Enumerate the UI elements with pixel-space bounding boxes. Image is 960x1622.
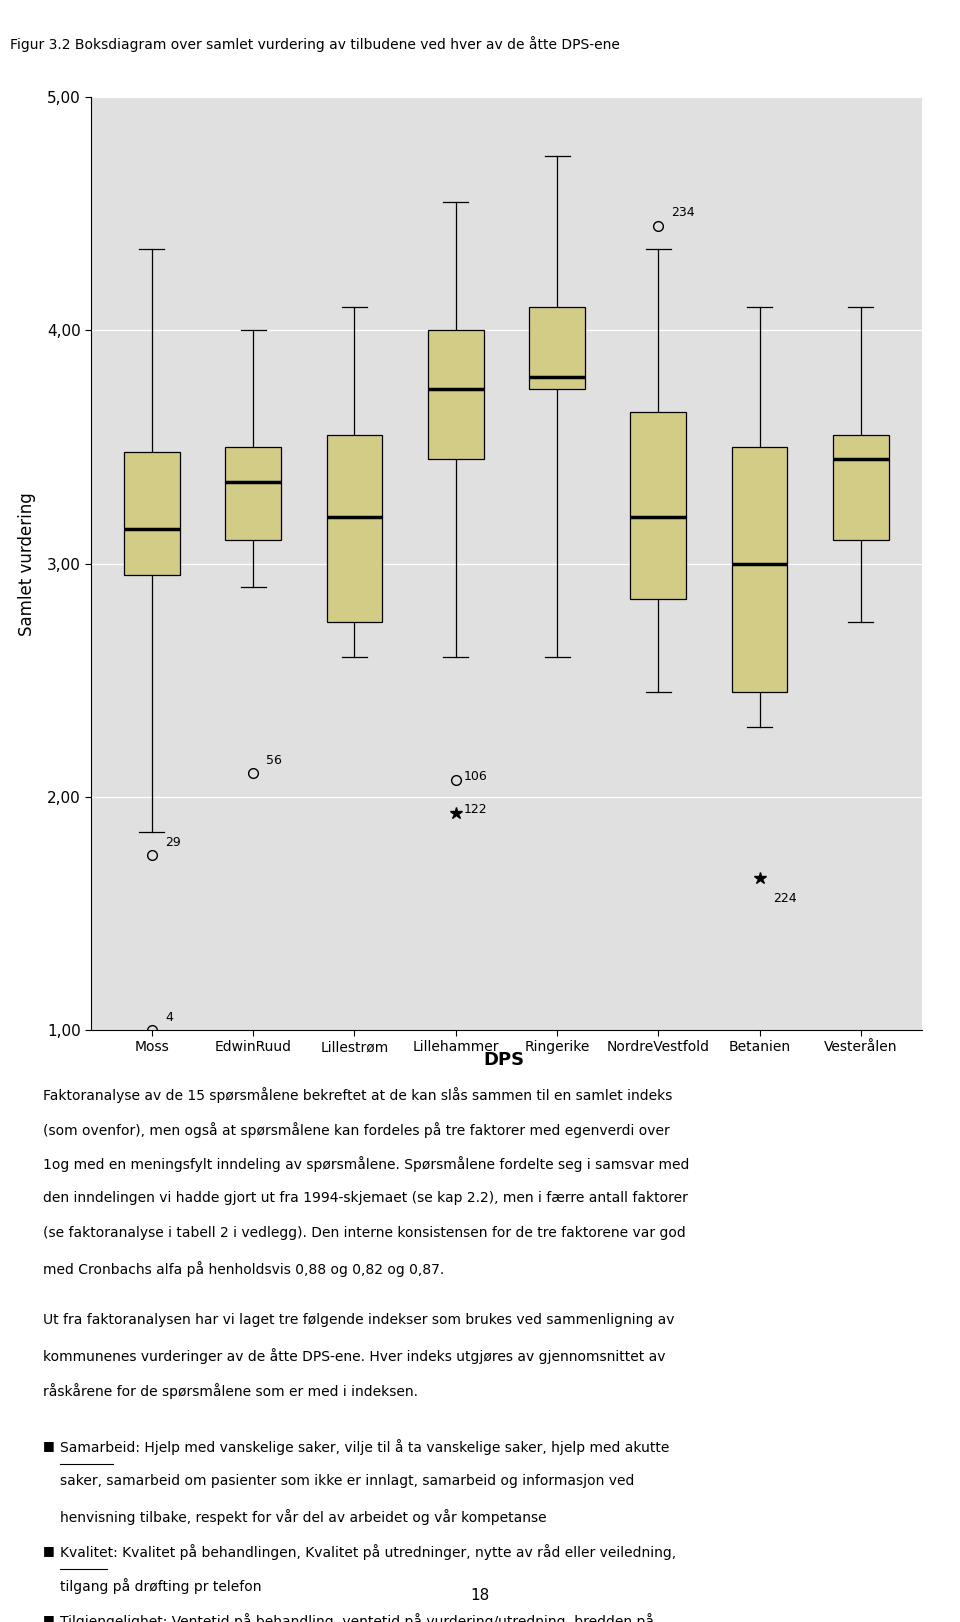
Text: ■: ■ (43, 1439, 55, 1452)
Text: ■: ■ (43, 1544, 55, 1557)
Text: 122: 122 (464, 803, 488, 816)
Text: 29: 29 (165, 835, 180, 848)
Text: Ut fra faktoranalysen har vi laget tre følgende indekser som brukes ved sammenli: Ut fra faktoranalysen har vi laget tre f… (43, 1314, 675, 1327)
Bar (326, 435, 382, 621)
Bar (732, 448, 787, 693)
Bar (428, 331, 484, 459)
Text: 56: 56 (266, 754, 282, 767)
Text: Kvalitet: Kvalitet på behandlingen, Kvalitet på utredninger, nytte av råd eller : Kvalitet: Kvalitet på behandlingen, Kval… (60, 1544, 676, 1559)
Text: med Cronbachs alfa på henholdsvis 0,88 og 0,82 og 0,87.: med Cronbachs alfa på henholdsvis 0,88 o… (43, 1262, 444, 1277)
Bar (124, 453, 180, 576)
Text: kommunenes vurderinger av de åtte DPS-ene. Hver indeks utgjøres av gjennomsnitte: kommunenes vurderinger av de åtte DPS-en… (43, 1348, 665, 1364)
Bar (833, 435, 889, 540)
Text: 4: 4 (165, 1011, 173, 1023)
Text: Samarbeid: Hjelp med vanskelige saker, vilje til å ta vanskelige saker, hjelp me: Samarbeid: Hjelp med vanskelige saker, v… (60, 1439, 669, 1455)
Text: Faktoranalyse av de 15 spørsmålene bekreftet at de kan slås sammen til en samlet: Faktoranalyse av de 15 spørsmålene bekre… (43, 1087, 673, 1103)
Text: Tilgjengelighet: Ventetid på behandling, ventetid på vurdering/utredning, bredde: Tilgjengelighet: Ventetid på behandling,… (60, 1614, 654, 1622)
Text: Figur 3.2 Boksdiagram over samlet vurdering av tilbudene ved hver av de åtte DPS: Figur 3.2 Boksdiagram over samlet vurder… (10, 36, 619, 52)
Text: tilgang på drøfting pr telefon: tilgang på drøfting pr telefon (60, 1578, 261, 1594)
Text: 234: 234 (671, 206, 695, 219)
Text: ■: ■ (43, 1614, 55, 1622)
Text: den inndelingen vi hadde gjort ut fra 1994-skjemaet (se kap 2.2), men i færre an: den inndelingen vi hadde gjort ut fra 19… (43, 1191, 688, 1205)
Bar (226, 448, 281, 540)
Text: saker, samarbeid om pasienter som ikke er innlagt, samarbeid og informasjon ved: saker, samarbeid om pasienter som ikke e… (60, 1474, 634, 1487)
Text: henvisning tilbake, respekt for vår del av arbeidet og vår kompetanse: henvisning tilbake, respekt for vår del … (60, 1508, 546, 1525)
Y-axis label: Samlet vurdering: Samlet vurdering (18, 491, 36, 636)
Text: 224: 224 (773, 892, 797, 905)
Text: 1og med en meningsfylt inndeling av spørsmålene. Spørsmålene fordelte seg i sams: 1og med en meningsfylt inndeling av spør… (43, 1156, 689, 1173)
Text: 18: 18 (470, 1588, 490, 1603)
Text: råskårene for de spørsmålene som er med i indeksen.: råskårene for de spørsmålene som er med … (43, 1384, 419, 1400)
Bar (631, 412, 686, 599)
Text: DPS: DPS (484, 1051, 524, 1069)
Text: 106: 106 (464, 770, 488, 783)
Text: (se faktoranalyse i tabell 2 i vedlegg). Den interne konsistensen for de tre fak: (se faktoranalyse i tabell 2 i vedlegg).… (43, 1226, 686, 1241)
Text: (som ovenfor), men også at spørsmålene kan fordeles på tre faktorer med egenverd: (som ovenfor), men også at spørsmålene k… (43, 1122, 670, 1137)
Bar (529, 307, 585, 389)
